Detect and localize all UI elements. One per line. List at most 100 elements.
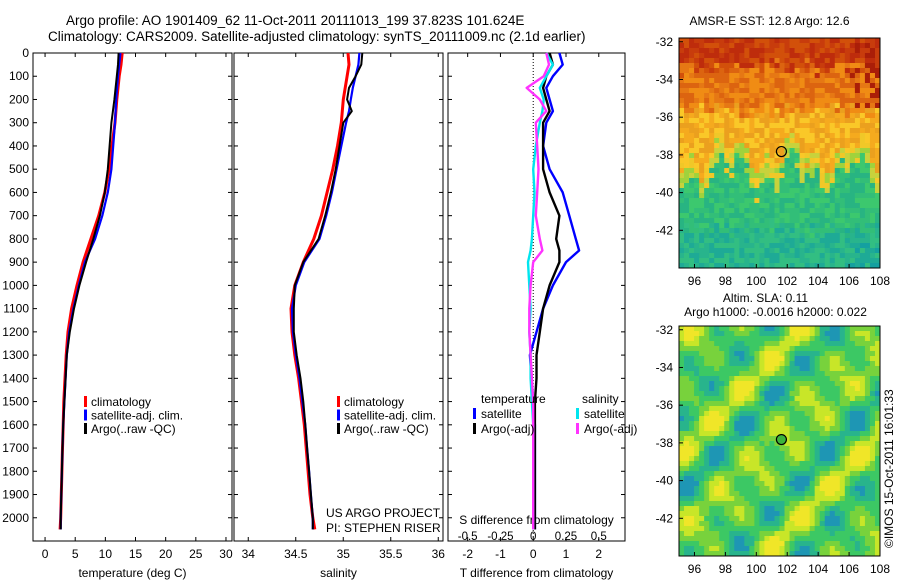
map-pixel bbox=[859, 238, 866, 244]
map-pixel bbox=[684, 153, 690, 159]
map-pixel bbox=[794, 128, 801, 134]
map-pixel bbox=[769, 133, 775, 139]
map-pixel bbox=[874, 113, 881, 119]
map-pixel bbox=[769, 346, 775, 352]
map-pixel bbox=[799, 421, 806, 427]
x-tick-label: 100 bbox=[746, 274, 766, 288]
map-pixel bbox=[819, 38, 826, 44]
map-pixel bbox=[724, 88, 730, 94]
map-pixel bbox=[839, 253, 846, 259]
map-pixel bbox=[794, 471, 801, 477]
map-pixel bbox=[804, 158, 811, 164]
map-pixel bbox=[859, 113, 866, 119]
map-pixel bbox=[864, 491, 871, 497]
map-pixel bbox=[789, 391, 795, 397]
map-pixel bbox=[839, 168, 846, 174]
map-pixel bbox=[869, 173, 876, 179]
map-pixel bbox=[869, 431, 876, 437]
map-pixel bbox=[744, 193, 750, 199]
map-pixel bbox=[829, 501, 836, 507]
map-pixel bbox=[784, 248, 790, 254]
map-pixel bbox=[864, 263, 871, 269]
map-pixel bbox=[774, 386, 780, 392]
y-tick-label: 600 bbox=[9, 185, 29, 199]
map-pixel bbox=[799, 546, 806, 552]
map-pixel bbox=[819, 218, 826, 224]
map-pixel bbox=[694, 78, 700, 84]
map-pixel bbox=[749, 446, 755, 452]
map-pixel bbox=[769, 461, 775, 467]
map-pixel bbox=[784, 521, 790, 527]
map-pixel bbox=[739, 451, 745, 457]
map-pixel bbox=[844, 376, 851, 382]
map-pixel bbox=[789, 183, 795, 189]
map-pixel bbox=[684, 346, 690, 352]
map-pixel bbox=[859, 541, 866, 547]
map-pixel bbox=[714, 48, 720, 54]
map-pixel bbox=[784, 366, 790, 372]
map-pixel bbox=[729, 208, 735, 214]
map-pixel bbox=[869, 351, 876, 357]
map-pixel bbox=[764, 148, 770, 154]
map-pixel bbox=[709, 183, 715, 189]
x-tick-label: 5 bbox=[72, 547, 79, 561]
map-pixel bbox=[854, 243, 861, 249]
map-pixel bbox=[769, 436, 775, 442]
map-pixel bbox=[724, 193, 730, 199]
map-pixel bbox=[789, 411, 795, 417]
map-pixel bbox=[829, 381, 836, 387]
map-pixel bbox=[784, 73, 790, 79]
map-pixel bbox=[834, 386, 841, 392]
map-pixel bbox=[844, 351, 851, 357]
map-pixel bbox=[809, 351, 816, 357]
map-pixel bbox=[814, 471, 821, 477]
map-pixel bbox=[739, 356, 745, 362]
map-pixel bbox=[744, 108, 750, 114]
map-pixel bbox=[684, 506, 690, 512]
map-pixel bbox=[874, 143, 881, 149]
map-pixel bbox=[834, 466, 841, 472]
map-pixel bbox=[779, 53, 785, 59]
map-pixel bbox=[804, 263, 811, 269]
map-pixel bbox=[824, 526, 831, 532]
map-pixel bbox=[754, 471, 760, 477]
map-pixel bbox=[874, 336, 881, 342]
map-pixel bbox=[749, 476, 755, 482]
map-pixel bbox=[809, 401, 816, 407]
map-pixel bbox=[854, 88, 861, 94]
map-pixel bbox=[829, 511, 836, 517]
map-pixel bbox=[749, 421, 755, 427]
map-pixel bbox=[694, 123, 700, 129]
map-pixel bbox=[829, 436, 836, 442]
map-pixel bbox=[769, 123, 775, 129]
map-pixel bbox=[719, 168, 725, 174]
map-pixel bbox=[769, 371, 775, 377]
map-pixel bbox=[779, 346, 785, 352]
x-tick-label: 34.5 bbox=[284, 547, 308, 561]
map-pixel bbox=[694, 366, 700, 372]
map-pixel bbox=[804, 376, 811, 382]
map-pixel bbox=[749, 336, 755, 342]
map-pixel bbox=[794, 188, 801, 194]
map-pixel bbox=[804, 103, 811, 109]
map-pixel bbox=[814, 406, 821, 412]
map-pixel bbox=[849, 188, 856, 194]
map-pixel bbox=[779, 213, 785, 219]
map-pixel bbox=[689, 406, 695, 412]
map-pixel bbox=[874, 326, 881, 332]
map-pixel bbox=[724, 73, 730, 79]
map-pixel bbox=[869, 396, 876, 402]
map-pixel bbox=[854, 391, 861, 397]
map-pixel bbox=[764, 38, 770, 44]
map-pixel bbox=[774, 396, 780, 402]
map-pixel bbox=[784, 78, 790, 84]
map-pixel bbox=[789, 336, 795, 342]
map-pixel bbox=[684, 178, 690, 184]
map-pixel bbox=[714, 138, 720, 144]
map-pixel bbox=[814, 253, 821, 259]
map-pixel bbox=[764, 446, 770, 452]
map-pixel bbox=[719, 336, 725, 342]
map-pixel bbox=[864, 366, 871, 372]
map-pixel bbox=[734, 258, 740, 264]
map-pixel bbox=[804, 238, 811, 244]
